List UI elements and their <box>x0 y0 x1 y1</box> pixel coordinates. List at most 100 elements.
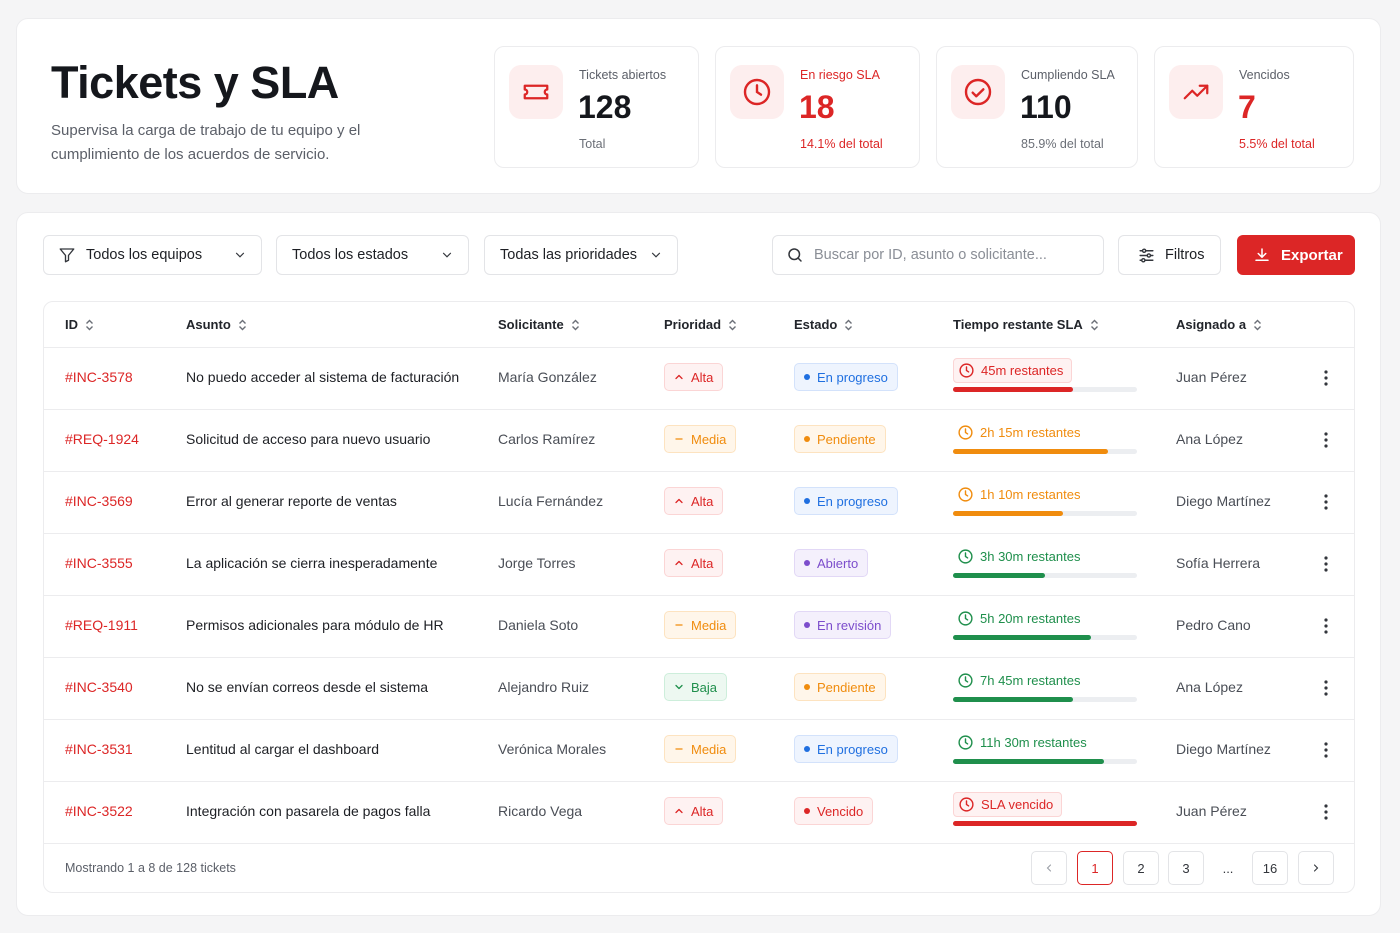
priority-label: Alta <box>691 369 714 385</box>
chevron-up-icon <box>675 498 683 504</box>
priority-badge: Media <box>664 611 737 639</box>
sla-progress-fill <box>953 635 1091 640</box>
status-label: En revisión <box>817 617 882 633</box>
sort-icon <box>1254 319 1262 330</box>
table-row[interactable]: #INC-3578 No puedo acceder al sistema de… <box>44 348 1354 410</box>
row-actions-button[interactable] <box>1314 676 1338 700</box>
sla-time-pill: 3h 30m restantes <box>953 544 1089 569</box>
sla-time-label: 45m restantes <box>981 363 1064 378</box>
pagination-page-1[interactable]: 1 <box>1077 851 1113 885</box>
pagination-prev-button[interactable] <box>1031 851 1067 885</box>
filters-button[interactable]: Filtros <box>1118 235 1221 275</box>
status-label: Pendiente <box>817 431 876 447</box>
row-actions-button[interactable] <box>1314 428 1338 452</box>
ticket-id-link[interactable]: #REQ-1924 <box>65 431 139 447</box>
ticket-id-link[interactable]: #INC-3540 <box>65 679 133 695</box>
stat-label: En riesgo SLA <box>800 68 880 82</box>
table-row[interactable]: #REQ-1911 Permisos adicionales para módu… <box>44 596 1354 658</box>
column-header-priority[interactable]: Prioridad <box>664 317 737 332</box>
table-row[interactable]: #INC-3522 Integración con pasarela de pa… <box>44 782 1354 844</box>
ticket-id-link[interactable]: #INC-3569 <box>65 493 133 509</box>
ticket-subject: Solicitud de acceso para nuevo usuario <box>186 431 431 447</box>
filters-label: Filtros <box>1165 247 1205 263</box>
pagination-page-3[interactable]: 3 <box>1168 851 1204 885</box>
ticket-requester: Jorge Torres <box>498 555 576 571</box>
ticket-id-link[interactable]: #INC-3522 <box>65 803 133 819</box>
sla-time-pill: 1h 10m restantes <box>953 482 1089 507</box>
ticket-subject: La aplicación se cierra inesperadamente <box>186 555 438 571</box>
chevron-down-icon <box>442 252 452 258</box>
column-header-assignee[interactable]: Asignado a <box>1176 317 1262 332</box>
priority-badge: Alta <box>664 549 724 577</box>
sla-progress-track <box>953 573 1137 578</box>
pagination-page-16[interactable]: 16 <box>1252 851 1288 885</box>
table-header: ID Asunto Solicitante Prioridad Estado T… <box>44 302 1354 348</box>
column-header-sla[interactable]: Tiempo restante SLA <box>953 317 1099 332</box>
chevron-up-icon <box>675 374 683 380</box>
chevron-up-icon <box>675 560 683 566</box>
table-row[interactable]: #INC-3531 Lentitud al cargar el dashboar… <box>44 720 1354 782</box>
export-button[interactable]: Exportar <box>1237 235 1355 275</box>
summary-card: Tickets y SLA Supervisa la carga de trab… <box>16 18 1381 194</box>
sort-icon <box>729 319 737 330</box>
ticket-icon <box>509 65 563 119</box>
stat-label: Cumpliendo SLA <box>1021 68 1115 82</box>
search-icon <box>788 248 802 262</box>
sla-time-label: 1h 10m restantes <box>980 487 1081 502</box>
ticket-id-link[interactable]: #INC-3578 <box>65 369 133 385</box>
sla-time-pill: 11h 30m restantes <box>953 730 1095 755</box>
priority-filter-select[interactable]: Todas las prioridades <box>484 235 678 275</box>
column-header-requester[interactable]: Solicitante <box>498 317 580 332</box>
column-label: Tiempo restante SLA <box>953 317 1083 332</box>
ticket-id-link[interactable]: #INC-3555 <box>65 555 133 571</box>
team-filter-select[interactable]: Todos los equipos <box>43 235 262 275</box>
row-actions-button[interactable] <box>1314 738 1338 762</box>
status-label: Pendiente <box>817 679 876 695</box>
more-vertical-icon <box>1324 556 1328 572</box>
row-actions-button[interactable] <box>1314 614 1338 638</box>
status-filter-select[interactable]: Todos los estados <box>276 235 469 275</box>
sla-time-label: 11h 30m restantes <box>980 735 1087 750</box>
status-badge: Pendiente <box>794 425 886 453</box>
table-row[interactable]: #INC-3569 Error al generar reporte de ve… <box>44 472 1354 534</box>
ticket-requester: Ricardo Vega <box>498 803 583 819</box>
status-badge: Vencido <box>794 797 874 825</box>
sort-icon <box>571 319 579 330</box>
column-header-status[interactable]: Estado <box>794 317 853 332</box>
stat-sub: 5.5% del total <box>1239 137 1315 151</box>
table-row[interactable]: #INC-3540 No se envían correos desde el … <box>44 658 1354 720</box>
clock-icon <box>958 611 973 626</box>
row-actions-button[interactable] <box>1314 366 1338 390</box>
table-row[interactable]: #INC-3555 La aplicación se cierra inespe… <box>44 534 1354 596</box>
sliders-icon <box>1139 247 1154 263</box>
sla-progress-fill <box>953 387 1073 392</box>
column-header-id[interactable]: ID <box>65 317 94 332</box>
stat-card-compliant: Cumpliendo SLA 110 85.9% del total <box>936 46 1138 168</box>
sla-time-pill: 5h 20m restantes <box>953 606 1089 631</box>
row-actions-button[interactable] <box>1314 800 1338 824</box>
ticket-requester: Carlos Ramírez <box>498 431 596 447</box>
more-vertical-icon <box>1324 618 1328 634</box>
sla-time-pill: SLA vencido <box>953 792 1063 817</box>
ticket-subject: Permisos adicionales para módulo de HR <box>186 617 444 633</box>
table-row[interactable]: #REQ-1924 Solicitud de acceso para nuevo… <box>44 410 1354 472</box>
clock-icon <box>958 735 973 750</box>
ticket-id-link[interactable]: #REQ-1911 <box>65 617 138 633</box>
priority-label: Alta <box>691 493 714 509</box>
pagination-summary: Mostrando 1 a 8 de 128 tickets <box>65 861 236 875</box>
stat-card-risk: En riesgo SLA 18 14.1% del total <box>715 46 920 168</box>
check-circle-icon <box>951 65 1005 119</box>
row-actions-button[interactable] <box>1314 490 1338 514</box>
priority-badge: Media <box>664 425 737 453</box>
pagination-next-button[interactable] <box>1298 851 1334 885</box>
status-dot <box>804 684 810 690</box>
pagination-page-2[interactable]: 2 <box>1123 851 1159 885</box>
column-header-subject[interactable]: Asunto <box>186 317 247 332</box>
search-input[interactable] <box>814 247 1103 263</box>
row-actions-button[interactable] <box>1314 552 1338 576</box>
sort-icon <box>845 319 853 330</box>
more-vertical-icon <box>1324 494 1328 510</box>
ticket-id-link[interactable]: #INC-3531 <box>65 741 133 757</box>
sla-time-pill: 7h 45m restantes <box>953 668 1089 693</box>
stat-sub: 85.9% del total <box>1021 137 1104 151</box>
